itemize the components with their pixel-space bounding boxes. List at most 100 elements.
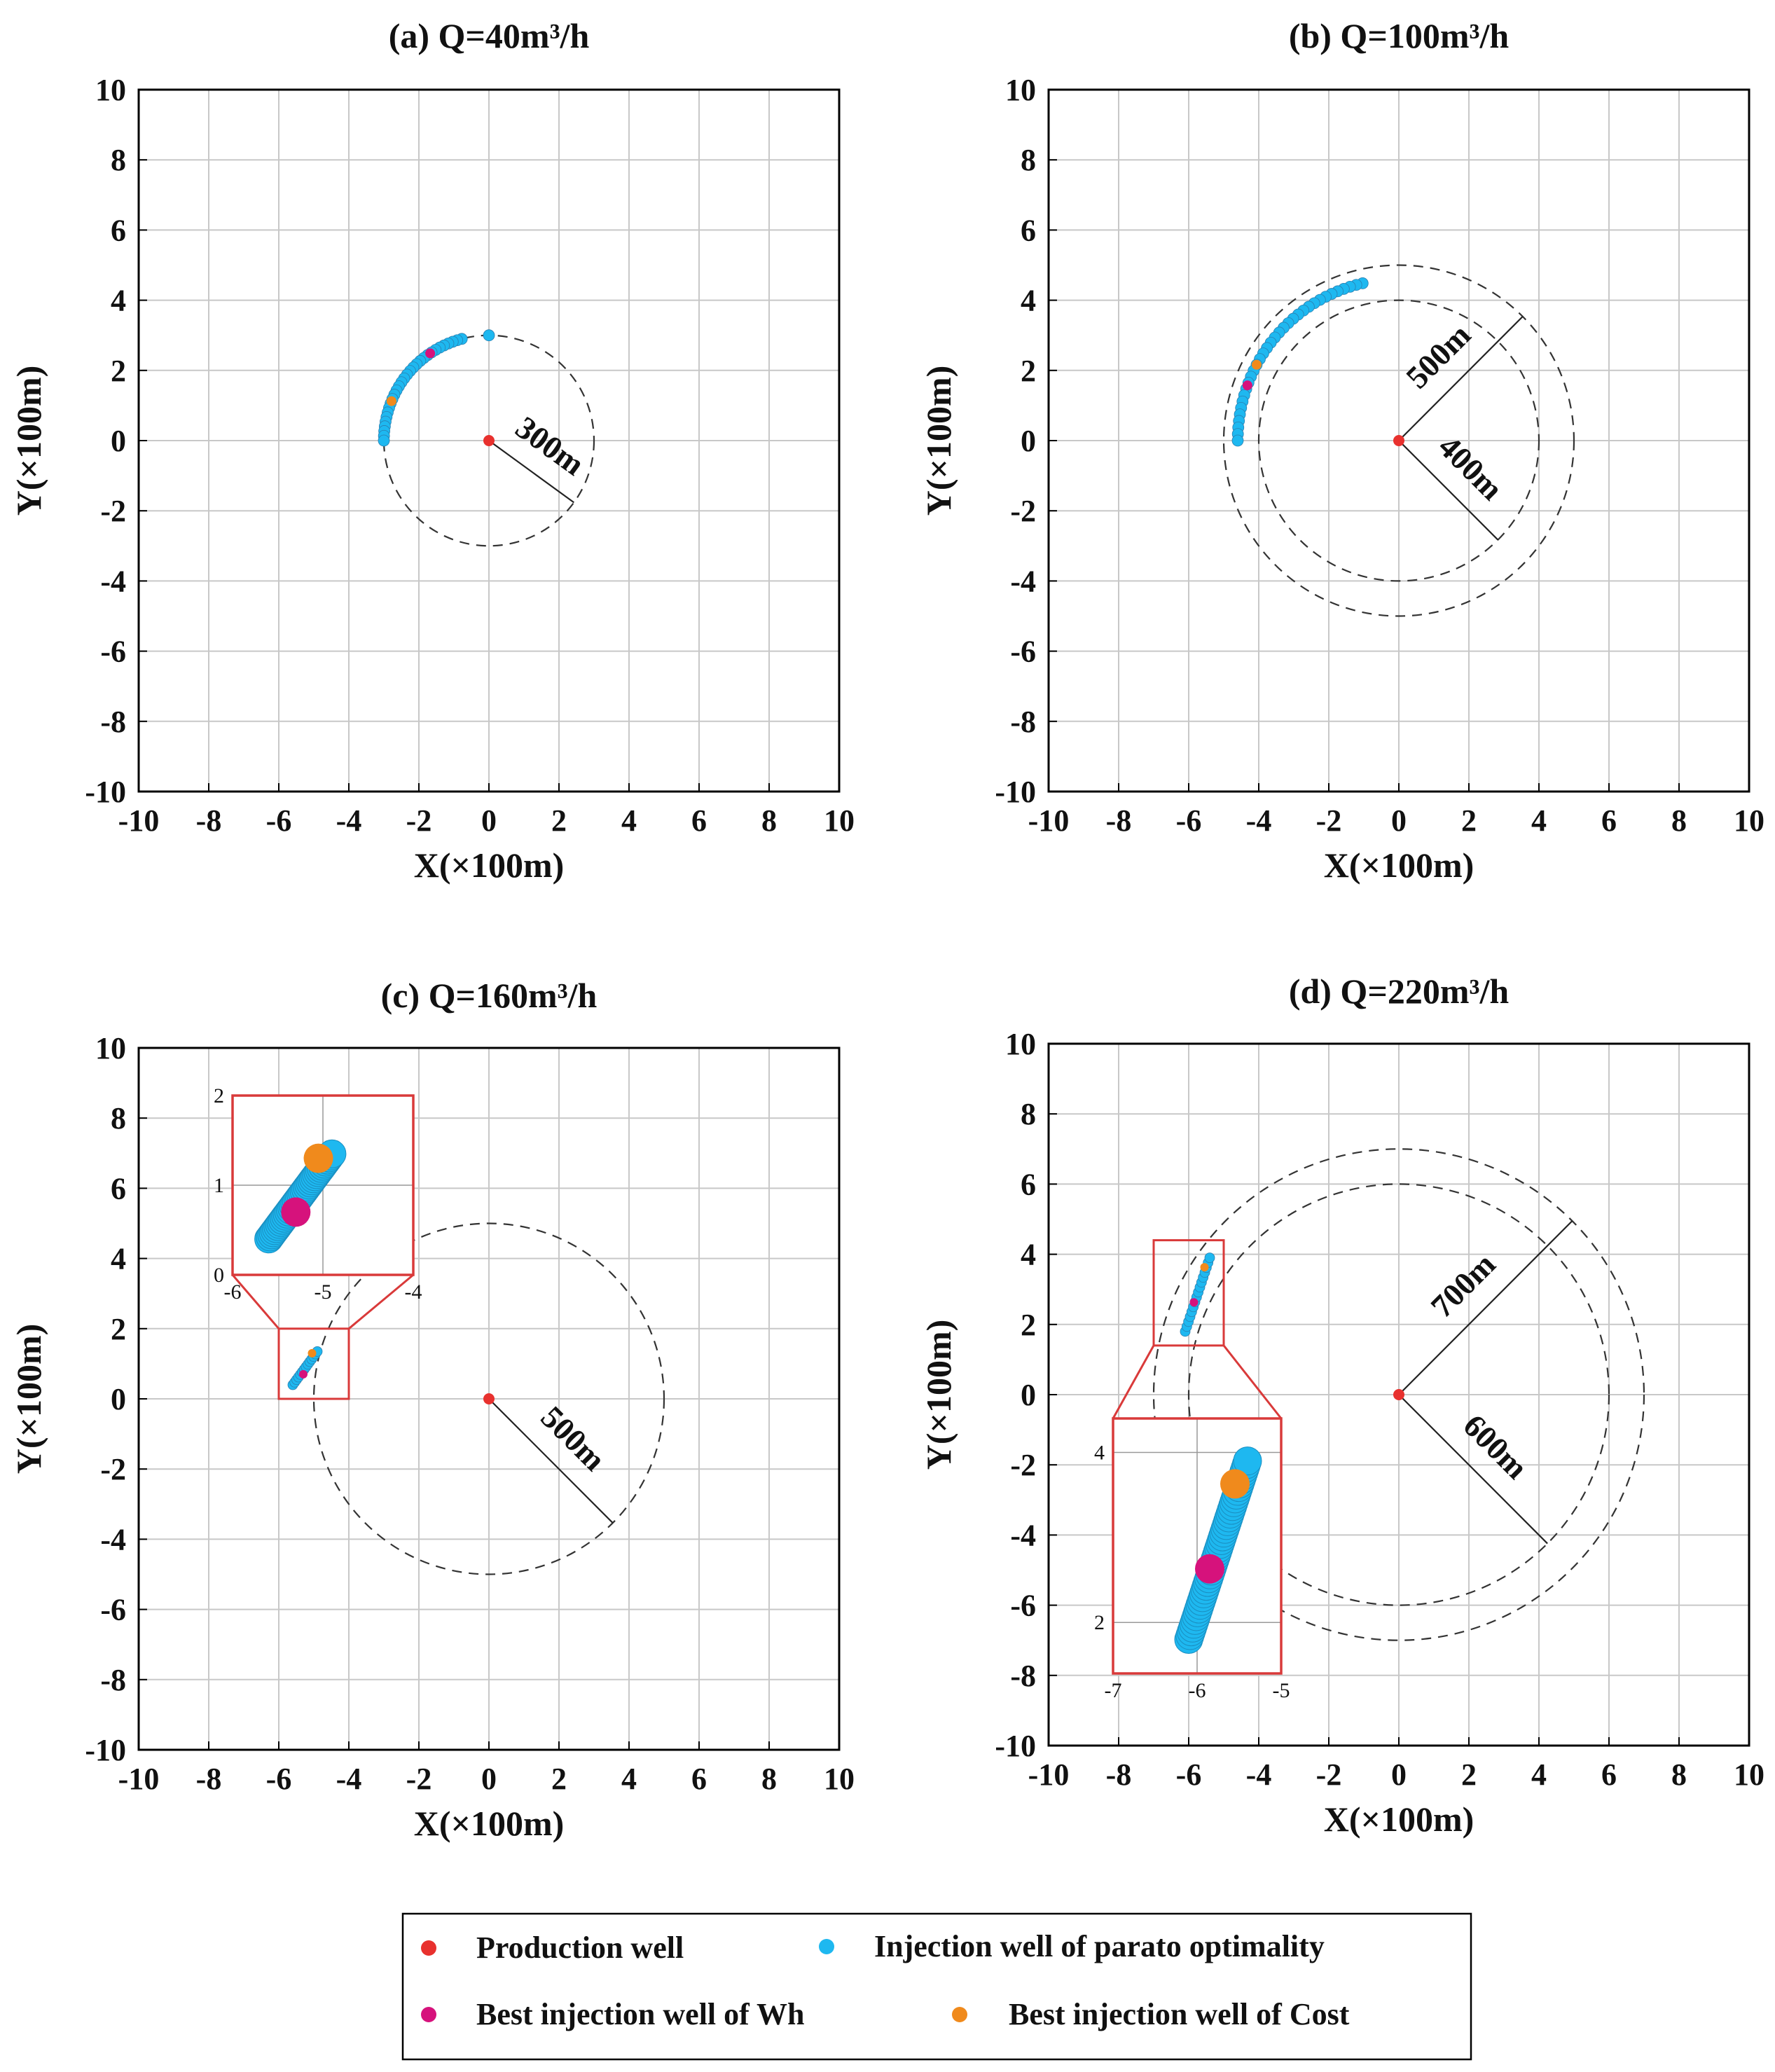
panel-title: (b) Q=100m³/h [1289, 16, 1510, 55]
y-tick-label: 6 [1021, 1167, 1036, 1201]
inset-x-tick-label: -4 [405, 1280, 422, 1304]
y-tick-label: 6 [1021, 213, 1036, 247]
x-axis-label: X(×100m) [414, 845, 565, 885]
best-wh-point [299, 1369, 308, 1379]
x-tick-label: -6 [1176, 1757, 1202, 1792]
y-axis-label: Y(×100m) [9, 366, 48, 516]
x-tick-label: -6 [266, 803, 292, 838]
x-tick-label: -2 [1316, 1757, 1342, 1792]
x-tick-label: -6 [266, 1762, 292, 1796]
inset-best-cost-point [303, 1143, 333, 1173]
zoom-box [1152, 1239, 1225, 1347]
best-cost-point [1200, 1263, 1209, 1272]
y-tick-label: -8 [100, 1663, 126, 1697]
y-tick-label: 2 [1021, 354, 1036, 388]
inset-best-cost-point [1220, 1469, 1250, 1499]
y-tick-label: 4 [1021, 284, 1036, 318]
x-tick-label: -2 [406, 1762, 432, 1796]
legend: Production well Injection well of parato … [401, 1912, 1472, 2061]
x-tick-label: 8 [1671, 1757, 1687, 1792]
y-tick-label: 0 [1021, 1378, 1036, 1412]
inset-injection-point [1233, 1446, 1262, 1476]
y-tick-label: 4 [111, 284, 126, 318]
x-tick-label: -2 [1316, 803, 1342, 838]
x-tick-label: 0 [1391, 1757, 1407, 1792]
x-tick-label: 8 [761, 1762, 777, 1796]
injection-well-point [378, 434, 390, 447]
y-tick-label: -8 [100, 705, 126, 739]
x-tick-label: -2 [406, 803, 432, 838]
panel-0: -10 -8 -6 -4 -2 0 2 4 6 8 10 -10 -8 -6 -4 -2 0 2 4 6 8 10 X(×1… [9, 16, 855, 885]
radius-circle [312, 1222, 665, 1575]
x-tick-label: 2 [551, 1762, 567, 1796]
y-tick-label: -6 [100, 1593, 126, 1627]
x-tick-label: -10 [1028, 1757, 1070, 1792]
y-tick-label: 4 [111, 1242, 126, 1276]
x-tick-label: -8 [196, 803, 222, 838]
y-tick-label: 8 [111, 143, 126, 177]
radius-label: 700m [1424, 1246, 1503, 1325]
panel-title: (c) Q=160m³/h [381, 976, 598, 1015]
y-tick-label: -2 [1010, 494, 1036, 528]
legend-marker-best_cost [952, 2007, 967, 2022]
x-tick-label: 2 [1461, 803, 1477, 838]
x-tick-label: 10 [1734, 1757, 1764, 1792]
inset-best-wh-point [281, 1197, 311, 1227]
production-well-point [1393, 1389, 1404, 1400]
radius-label: 500m [534, 1399, 613, 1477]
radius-label: 500m [1399, 317, 1477, 395]
x-tick-label: -10 [118, 803, 160, 838]
inset-x-tick-label: -7 [1105, 1679, 1122, 1702]
y-tick-label: 0 [111, 424, 126, 458]
y-tick-label: -4 [100, 564, 126, 598]
y-tick-label: -2 [100, 494, 126, 528]
x-tick-label: 2 [551, 803, 567, 838]
x-tick-label: -4 [336, 803, 362, 838]
inset-y-tick-label: 4 [1094, 1442, 1105, 1465]
y-tick-label: 6 [111, 213, 126, 247]
x-tick-label: 8 [761, 803, 777, 838]
best-wh-point [1242, 380, 1252, 391]
zoom-box [277, 1327, 350, 1400]
x-axis-label: X(×100m) [1324, 845, 1474, 885]
panel-1: -10 -8 -6 -4 -2 0 2 4 6 8 10 -10 -8 -6 -4 -2 0 2 4 6 8 10 X(×1… [919, 16, 1764, 885]
legend-marker-injection [819, 1939, 834, 1954]
panel-title: (d) Q=220m³/h [1289, 972, 1510, 1011]
inset: -7 -6 -5 2 4 [1094, 1417, 1290, 1702]
radius-label: 300m [509, 409, 591, 482]
y-tick-label: 2 [111, 1312, 126, 1346]
y-axis-label: Y(×100m) [9, 1324, 48, 1474]
best-cost-point [1251, 359, 1262, 370]
y-tick-label: 4 [1021, 1238, 1036, 1272]
y-tick-label: 8 [1021, 1097, 1036, 1131]
inset: -6 -5 -4 0 1 2 [214, 1084, 422, 1304]
injection-well-point [1204, 1252, 1215, 1264]
inset-x-tick-label: -6 [1189, 1679, 1206, 1702]
inset-x-tick-label: -5 [315, 1280, 332, 1304]
radius-line [488, 440, 574, 504]
y-tick-label: 0 [1021, 424, 1036, 458]
x-tick-label: -8 [1106, 803, 1132, 838]
best-cost-point [386, 396, 396, 406]
radius-line [1398, 316, 1524, 441]
legend-marker-production [421, 1940, 436, 1956]
y-tick-label: 8 [111, 1101, 126, 1135]
y-tick-label: -4 [1010, 564, 1036, 598]
y-tick-label: 6 [111, 1171, 126, 1206]
production-well-point [483, 435, 495, 446]
y-tick-label: 0 [111, 1382, 126, 1416]
radius-line [488, 1398, 614, 1524]
x-tick-label: 6 [691, 1762, 707, 1796]
y-tick-label: 10 [1005, 1027, 1036, 1061]
x-tick-label: 0 [481, 1762, 497, 1796]
y-tick-label: -6 [1010, 635, 1036, 669]
x-tick-label: 10 [824, 1762, 855, 1796]
y-tick-label: 10 [95, 73, 126, 107]
radius-circle [1222, 264, 1575, 617]
x-tick-label: 4 [621, 803, 637, 838]
injection-well-point [483, 329, 495, 342]
x-tick-label: -8 [1106, 1757, 1132, 1792]
inset-x-tick-label: -5 [1273, 1679, 1290, 1702]
x-tick-label: 10 [1734, 803, 1764, 838]
